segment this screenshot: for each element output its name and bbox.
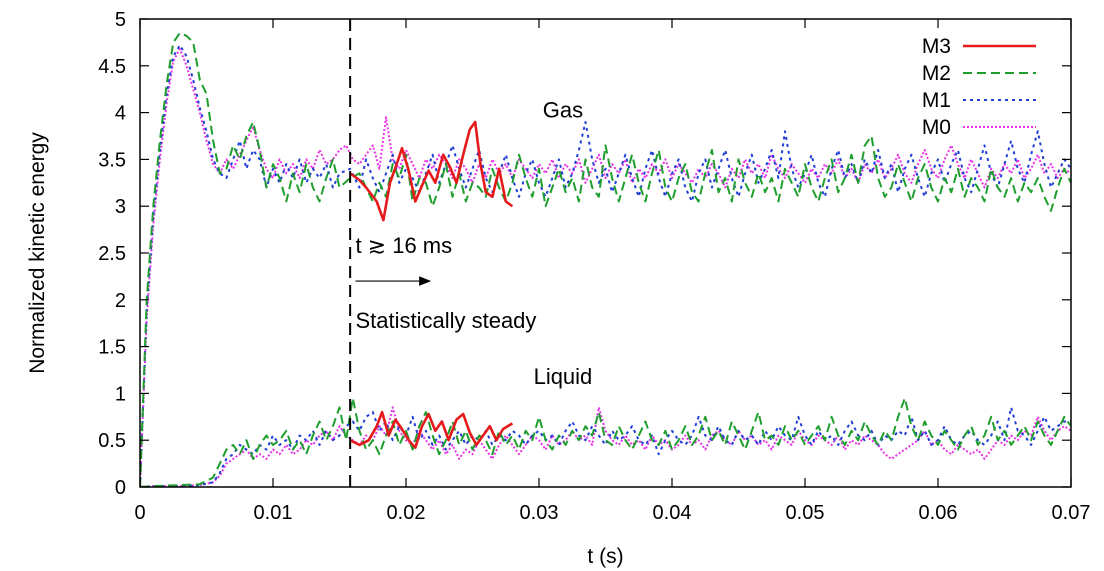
x-tick-label: 0.06	[919, 502, 958, 524]
y-tick-label: 3.5	[98, 149, 126, 171]
x-tick-label: 0.05	[786, 502, 825, 524]
y-tick-label: 2.5	[98, 243, 126, 265]
y-axis-title: Normalized kinetic energy	[26, 132, 49, 374]
series-m3-liquid-line	[349, 410, 514, 449]
legend-label-m3: M3	[922, 35, 951, 58]
legend: M3 M2 M1 M0	[922, 35, 1036, 139]
y-tick-label: 1.5	[98, 337, 126, 359]
y-tick-label: 0	[115, 477, 126, 499]
gas-annotation: Gas	[543, 97, 583, 122]
series-m1-liquid-line	[140, 406, 1071, 487]
x-tick-label: 0.03	[520, 502, 559, 524]
time-threshold-annotation: t ≳ 16 ms	[355, 233, 452, 258]
x-tick-label: 0.01	[254, 502, 293, 524]
y-tick-label: 4.5	[98, 56, 126, 78]
series-m2-liquid-line	[140, 397, 1071, 487]
y-tick-label: 2	[115, 290, 126, 312]
liquid-annotation: Liquid	[534, 364, 593, 389]
y-tick-label: 3	[115, 196, 126, 218]
series-layer	[140, 32, 1071, 487]
x-axis-title: t (s)	[587, 545, 623, 568]
series-m0-liquid-line	[140, 406, 1071, 487]
x-tick-label: 0.04	[653, 502, 692, 524]
series-m2-gas-line	[140, 32, 1071, 487]
y-tick-label: 0.5	[98, 430, 126, 452]
series-m3-gas-line	[349, 120, 514, 222]
x-tick-label: 0.07	[1052, 502, 1091, 524]
statistically-steady-annotation: Statistically steady	[355, 308, 536, 333]
y-tick-label: 5	[115, 9, 126, 31]
ticks-layer: 0 0.01 0.02 0.03 0.04 0.05 0.06 0.07 0 0.5 1 1.5 2 2.…	[98, 9, 1090, 524]
series-m0-gas-line	[140, 48, 1071, 487]
legend-label-m1: M1	[922, 89, 951, 112]
x-tick-label: 0.02	[387, 502, 426, 524]
y-tick-label: 1	[115, 383, 126, 405]
legend-label-m0: M0	[922, 116, 951, 139]
y-tick-label: 4	[115, 103, 126, 125]
legend-label-m2: M2	[922, 62, 951, 85]
x-tick-label: 0	[134, 502, 145, 524]
